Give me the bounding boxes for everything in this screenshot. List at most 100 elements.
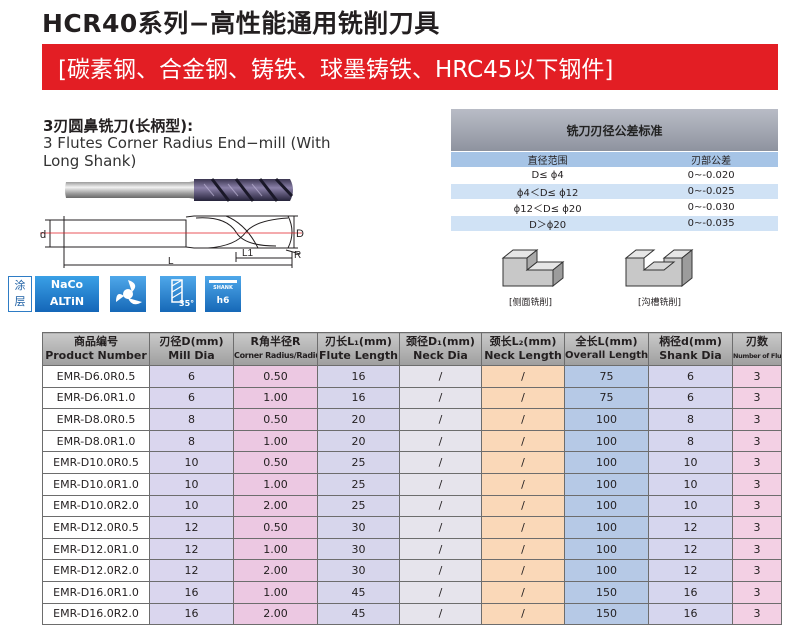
table-cell: / bbox=[399, 516, 482, 539]
table-cell: / bbox=[481, 365, 565, 388]
col-header: R角半径R Corner Radius/Radius bbox=[233, 332, 318, 366]
table-cell: 2.00 bbox=[233, 559, 318, 582]
table-cell: 3 bbox=[732, 516, 782, 539]
table-cell: 6 bbox=[149, 365, 234, 388]
col-header: 柄径d(mm) Shank Dia bbox=[648, 332, 733, 366]
table-cell: 100 bbox=[564, 537, 649, 561]
table-cell: 100 bbox=[564, 429, 649, 453]
table-cell: / bbox=[481, 559, 565, 582]
table-cell: EMR-D8.0R1.0 bbox=[42, 429, 150, 453]
table-cell: 12 bbox=[149, 559, 234, 582]
table-cell: 25 bbox=[317, 494, 400, 518]
col-header: 刃长L₁(mm) Flute Length bbox=[317, 332, 400, 366]
table-cell: 1.00 bbox=[233, 537, 318, 561]
table-cell: / bbox=[399, 408, 482, 431]
table-cell: EMR-D6.0R0.5 bbox=[42, 365, 150, 388]
table-cell: 1.00 bbox=[233, 386, 318, 410]
table-cell: 100 bbox=[564, 451, 649, 474]
table-cell: 1.00 bbox=[233, 429, 318, 453]
table-cell: 25 bbox=[317, 472, 400, 496]
table-cell: 0.50 bbox=[233, 408, 318, 431]
table-cell: 3 bbox=[732, 451, 782, 474]
table-cell: / bbox=[481, 451, 565, 474]
table-cell: 16 bbox=[648, 580, 733, 604]
table-cell: / bbox=[399, 580, 482, 604]
table-cell: 2.00 bbox=[233, 602, 318, 626]
table-cell: 0.50 bbox=[233, 451, 318, 474]
table-row: EMR-D10.0R0.5 10 0.50 25//100 10 3 bbox=[42, 451, 782, 474]
table-cell: / bbox=[399, 559, 482, 582]
endmill-photo bbox=[65, 177, 294, 202]
table-cell: 25 bbox=[317, 451, 400, 474]
table-cell: 16 bbox=[149, 580, 234, 604]
table-cell: 8 bbox=[648, 429, 733, 453]
table-cell: 6 bbox=[149, 386, 234, 410]
table-cell: 100 bbox=[564, 472, 649, 496]
table-cell: / bbox=[481, 580, 565, 604]
table-cell: 12 bbox=[648, 516, 733, 539]
table-cell: 16 bbox=[317, 365, 400, 388]
table-cell: 16 bbox=[317, 386, 400, 410]
tolerance-range: D≤ ϕ4 bbox=[451, 167, 645, 184]
table-row: EMR-D12.0R2.0 12 2.00 30//100 12 3 bbox=[42, 559, 782, 582]
endmill-drawing: d D L1 R L bbox=[40, 215, 304, 268]
table-cell: 16 bbox=[149, 602, 234, 626]
table-cell: / bbox=[399, 494, 482, 518]
side-milling-label: [侧面铣削] bbox=[509, 298, 553, 308]
table-row: EMR-D8.0R1.0 8 1.00 20//100 8 3 bbox=[42, 429, 782, 453]
table-cell: 0.50 bbox=[233, 516, 318, 539]
table-cell: / bbox=[481, 429, 565, 453]
table-cell: / bbox=[481, 537, 565, 561]
table-cell: 3 bbox=[732, 472, 782, 496]
coating-label-char-2: 层 bbox=[14, 295, 26, 308]
dim-label-R: R bbox=[294, 250, 301, 261]
table-row: EMR-D16.0R2.0 16 2.00 45//150 16 3 bbox=[42, 602, 782, 626]
product-table-header: 商品编号 Product Number 刃径D(mm) Mill Dia R角半径R… bbox=[42, 332, 782, 366]
table-cell: / bbox=[481, 386, 565, 410]
tolerance-col-tol: 刃部公差 bbox=[644, 151, 778, 168]
table-cell: 12 bbox=[648, 537, 733, 561]
table-row: EMR-D16.0R1.0 16 1.00 45//150 16 3 bbox=[42, 580, 782, 604]
table-cell: 150 bbox=[564, 580, 649, 604]
table-cell: 10 bbox=[648, 451, 733, 474]
table-cell: 3 bbox=[732, 429, 782, 453]
table-cell: 20 bbox=[317, 408, 400, 431]
coating-label-char-1: 涂 bbox=[14, 279, 26, 292]
three-flute-icon bbox=[110, 276, 146, 312]
coating-label: 涂 层 bbox=[8, 276, 32, 312]
table-row: EMR-D10.0R1.0 10 1.00 25//100 10 3 bbox=[42, 472, 782, 496]
table-cell: 10 bbox=[149, 494, 234, 518]
table-cell: 3 bbox=[732, 537, 782, 561]
tolerance-col-range: 直径范围 bbox=[451, 151, 645, 168]
table-cell: / bbox=[399, 386, 482, 410]
table-cell: 100 bbox=[564, 494, 649, 518]
table-row: EMR-D10.0R2.0 10 2.00 25//100 10 3 bbox=[42, 494, 782, 518]
materials-banner: [碳素钢、合金钢、铸铁、球墨铸铁、HRC45以下钢件] bbox=[42, 44, 778, 90]
table-cell: 8 bbox=[149, 429, 234, 453]
table-cell: 10 bbox=[149, 472, 234, 496]
table-cell: / bbox=[399, 602, 482, 626]
table-cell: 45 bbox=[317, 602, 400, 626]
coating-name-2: ALTiN bbox=[49, 295, 85, 308]
table-cell: 2.00 bbox=[233, 494, 318, 518]
dim-label-D: D bbox=[296, 228, 304, 240]
table-cell: 1.00 bbox=[233, 472, 318, 496]
table-cell: 3 bbox=[732, 408, 782, 431]
table-cell: EMR-D6.0R1.0 bbox=[42, 386, 150, 410]
table-cell: / bbox=[481, 408, 565, 431]
table-cell: 12 bbox=[648, 559, 733, 582]
table-cell: 100 bbox=[564, 559, 649, 582]
side-milling-illustration bbox=[501, 248, 565, 288]
materials-banner-text: [碳素钢、合金钢、铸铁、球墨铸铁、HRC45以下钢件] bbox=[58, 57, 614, 83]
col-header: 颈径D₁(mm) Neck Dia bbox=[399, 332, 482, 366]
dim-label-L: L bbox=[168, 256, 174, 267]
coating-badge: NaCo ALTiN bbox=[35, 276, 99, 312]
table-cell: 3 bbox=[732, 559, 782, 582]
dim-label-L1: L1 bbox=[242, 248, 254, 259]
table-cell: / bbox=[399, 365, 482, 388]
table-row: EMR-D12.0R0.5 12 0.50 30//100 12 3 bbox=[42, 516, 782, 539]
tolerance-range: ϕ4＜D≤ ϕ12 bbox=[451, 183, 645, 200]
table-cell: 3 bbox=[732, 365, 782, 388]
col-header: 商品编号 Product Number bbox=[42, 332, 150, 366]
